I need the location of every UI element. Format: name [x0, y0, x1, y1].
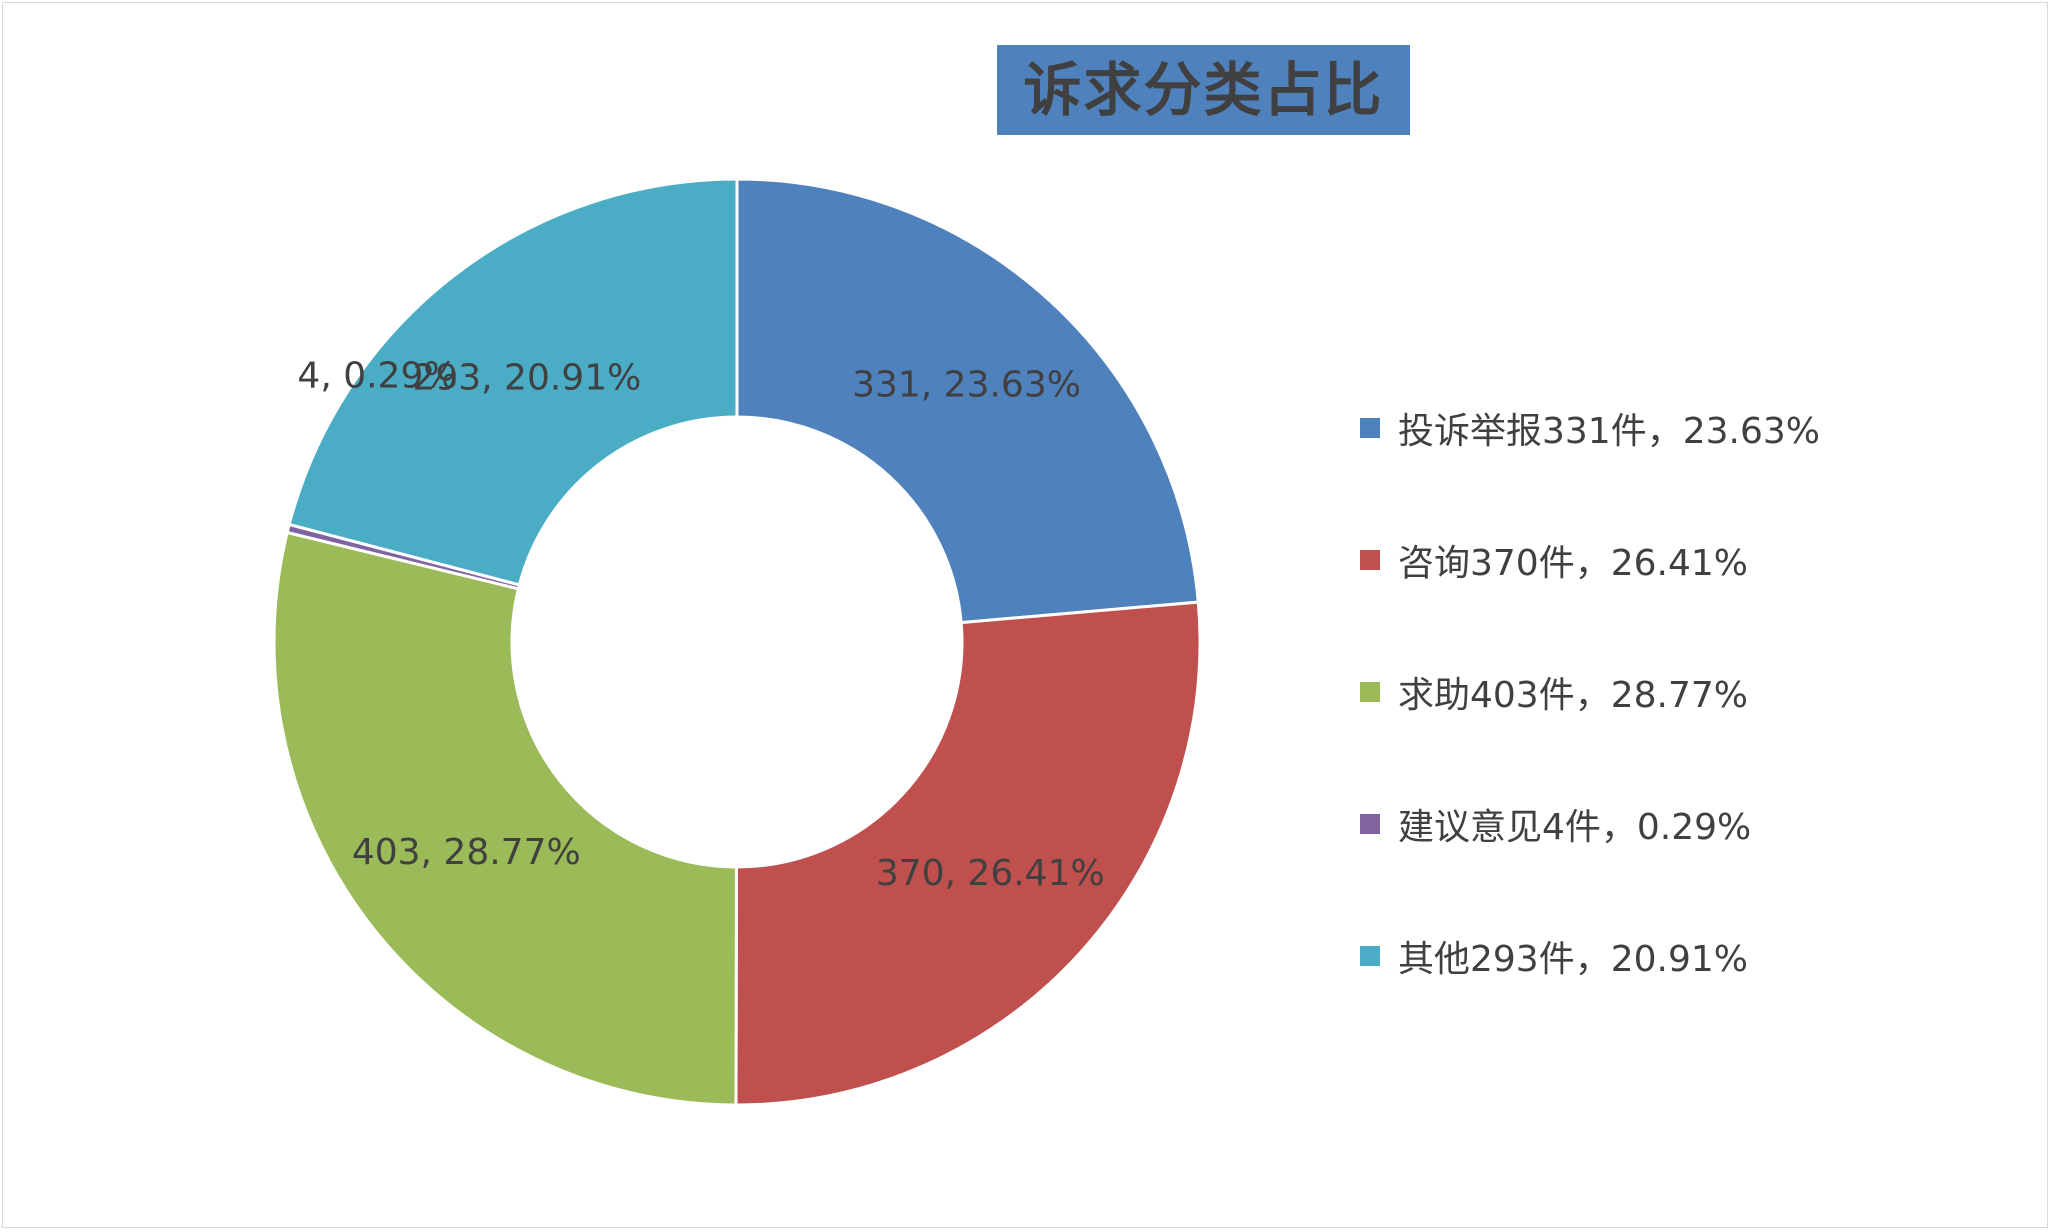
donut-slice-2 [272, 530, 738, 1107]
data-label-1: 370, 26.41% [876, 853, 1105, 894]
legend-label-1: 咨询370件，26.41% [1398, 543, 1748, 584]
data-label-0: 331, 23.63% [852, 364, 1081, 405]
legend-swatch-1 [1360, 550, 1380, 570]
legend-label-4: 其他293件，20.91% [1398, 939, 1748, 980]
legend-swatch-4 [1360, 946, 1380, 966]
data-label-3: 4, 0.29% [297, 356, 457, 397]
donut-slice-0 [735, 177, 1200, 625]
legend-item-4: 其他293件，20.91% [1360, 928, 1748, 984]
legend-label-0: 投诉举报331件，23.63% [1398, 411, 1820, 452]
legend-item-3: 建议意见4件，0.29% [1360, 796, 1751, 852]
legend-item-0: 投诉举报331件，23.63% [1360, 400, 1820, 456]
donut-slices [272, 177, 1202, 1107]
legend-swatch-3 [1360, 814, 1380, 834]
chart-title: 诉求分类占比 [997, 45, 1410, 135]
data-label-2: 403, 28.77% [352, 832, 581, 873]
donut-slice-4 [287, 177, 739, 587]
legend-item-2: 求助403件，28.77% [1360, 664, 1748, 720]
donut-data-labels: 331, 23.63% 370, 26.41% 403, 28.77% 4, 0.29… [297, 356, 1104, 894]
legend-swatch-0 [1360, 418, 1380, 438]
legend-label-3: 建议意见4件，0.29% [1398, 807, 1752, 848]
legend-swatch-2 [1360, 682, 1380, 702]
donut-slice-1 [734, 600, 1202, 1107]
data-label-4: 293, 20.91% [412, 358, 641, 399]
legend-item-1: 咨询370件，26.41% [1360, 532, 1748, 588]
legend-label-2: 求助403件，28.77% [1398, 675, 1748, 716]
